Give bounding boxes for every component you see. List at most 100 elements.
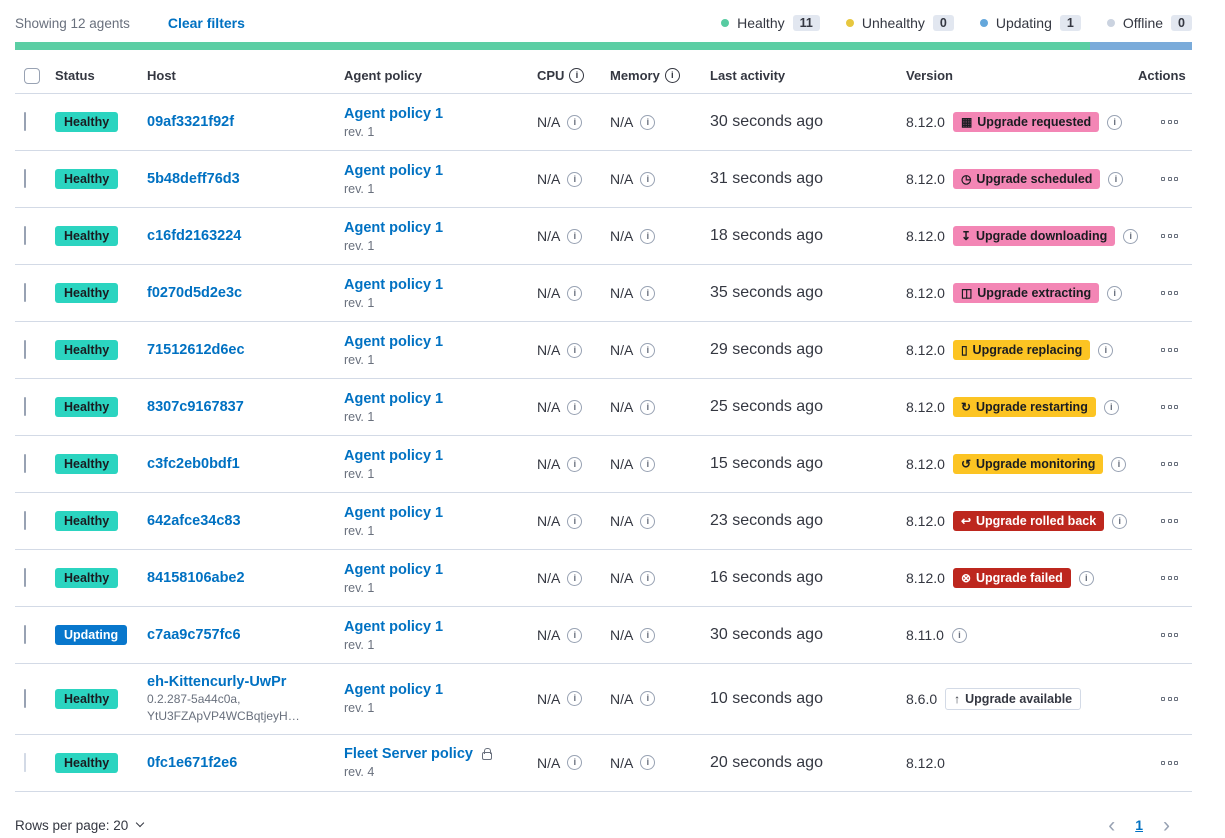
host-link[interactable]: 642afce34c83	[147, 513, 241, 529]
boxes-horizontal-icon	[1174, 696, 1178, 701]
cpu-info-icon[interactable]: i	[569, 68, 585, 83]
policy-link[interactable]: Agent policy 1	[344, 162, 444, 179]
upgrade-info-icon[interactable]: i	[1103, 399, 1119, 415]
policy-link[interactable]: Agent policy 1	[344, 219, 444, 236]
host-link[interactable]: 5b48deff76d3	[147, 171, 240, 187]
memory-value-info-icon[interactable]: i	[640, 285, 656, 301]
cpu-value-info-icon[interactable]: i	[567, 285, 583, 301]
memory-info-icon[interactable]: i	[664, 68, 680, 83]
upgrade-status-badge: ▯ Upgrade replacing	[952, 340, 1091, 360]
upgrade-info-icon[interactable]: i	[1108, 171, 1124, 187]
host-link[interactable]: 84158106abe2	[147, 570, 245, 586]
actions-cell	[1138, 757, 1192, 769]
memory-value-info-icon[interactable]: i	[640, 456, 656, 472]
row-actions-button[interactable]	[1157, 757, 1182, 769]
cpu-value-info-icon[interactable]: i	[567, 228, 583, 244]
cpu-value-info-icon[interactable]: i	[567, 114, 583, 130]
upgrade-info-icon[interactable]: i	[1112, 513, 1128, 529]
memory-value-info-icon[interactable]: i	[640, 570, 656, 586]
row-checkbox[interactable]	[24, 511, 26, 530]
policy-link[interactable]: Agent policy 1	[344, 447, 444, 464]
row-actions-button[interactable]	[1157, 401, 1182, 413]
policy-link[interactable]: Agent policy 1	[344, 682, 444, 699]
policy-link[interactable]: Agent policy 1	[344, 561, 444, 578]
row-checkbox[interactable]	[24, 169, 26, 188]
cpu-value-info-icon[interactable]: i	[567, 627, 583, 643]
next-page-button[interactable]: ›	[1163, 813, 1170, 837]
version-cell: 8.11.0 i	[906, 627, 1138, 643]
status-cell: Healthy	[55, 454, 147, 474]
previous-page-button[interactable]: ‹	[1108, 813, 1116, 837]
row-checkbox[interactable]	[24, 340, 26, 359]
memory-value-info-icon[interactable]: i	[640, 399, 656, 415]
page-number-1[interactable]: 1	[1135, 817, 1143, 834]
host-link[interactable]: f0270d5d2e3c	[147, 285, 243, 301]
row-actions-button[interactable]	[1157, 344, 1182, 356]
cpu-value-info-icon[interactable]: i	[567, 513, 583, 529]
memory-value-info-icon[interactable]: i	[640, 513, 656, 529]
host-link[interactable]: eh-Kittencurly-UwPr	[147, 674, 287, 690]
policy-link[interactable]: Agent policy 1	[344, 504, 444, 521]
policy-link[interactable]: Agent policy 1	[344, 618, 444, 635]
row-checkbox[interactable]	[24, 454, 26, 473]
row-actions-button[interactable]	[1157, 515, 1182, 527]
cpu-value-info-icon[interactable]: i	[567, 570, 583, 586]
cpu-value-info-icon[interactable]: i	[567, 755, 583, 771]
upgrade-status-badge: ↑ Upgrade available	[945, 687, 1082, 710]
policy-link[interactable]: Agent policy 1	[344, 333, 444, 350]
memory-value: N/A	[610, 228, 634, 244]
policy-link[interactable]: Agent policy 1	[344, 390, 444, 407]
upgrade-info-icon[interactable]: i	[951, 627, 967, 643]
host-link[interactable]: c16fd2163224	[147, 228, 242, 244]
policy-cell: Agent policy 1 rev. 1	[344, 505, 537, 538]
host-link[interactable]: 71512612d6ec	[147, 342, 245, 358]
upgrade-info-icon[interactable]: i	[1107, 285, 1123, 301]
row-checkbox[interactable]	[24, 625, 26, 644]
host-link[interactable]: c7aa9c757fc6	[147, 627, 241, 643]
memory-value-info-icon[interactable]: i	[640, 691, 656, 707]
clear-filters-link[interactable]: Clear filters	[167, 15, 245, 31]
upgrade-info-icon[interactable]: i	[1078, 570, 1094, 586]
select-all-checkbox[interactable]	[24, 67, 40, 84]
policy-link[interactable]: Agent policy 1	[344, 276, 444, 293]
cpu-value-info-icon[interactable]: i	[567, 342, 583, 358]
policy-link[interactable]: Fleet Server policy	[344, 746, 473, 763]
last-activity-value: 25 seconds ago	[710, 398, 823, 415]
memory-value-info-icon[interactable]: i	[640, 114, 656, 130]
cpu-value-info-icon[interactable]: i	[567, 171, 583, 187]
memory-value-info-icon[interactable]: i	[640, 171, 656, 187]
row-actions-button[interactable]	[1157, 287, 1182, 299]
memory-value-info-icon[interactable]: i	[640, 755, 656, 771]
rows-per-page-button[interactable]: Rows per page: 20	[15, 818, 145, 833]
row-checkbox[interactable]	[24, 568, 26, 587]
row-checkbox[interactable]	[24, 688, 26, 708]
memory-value-info-icon[interactable]: i	[640, 342, 656, 358]
policy-link[interactable]: Agent policy 1	[344, 105, 444, 122]
row-actions-button[interactable]	[1157, 572, 1182, 584]
cpu-cell: N/A i	[537, 114, 610, 130]
host-link[interactable]: 09af3321f92f	[147, 114, 235, 130]
row-actions-button[interactable]	[1157, 116, 1182, 128]
row-checkbox[interactable]	[24, 397, 26, 416]
row-actions-button[interactable]	[1157, 173, 1182, 185]
row-checkbox[interactable]	[24, 112, 26, 131]
upgrade-info-icon[interactable]: i	[1123, 228, 1139, 244]
cpu-value-info-icon[interactable]: i	[567, 456, 583, 472]
upgrade-info-icon[interactable]: i	[1107, 114, 1123, 130]
host-link[interactable]: 0fc1e671f2e6	[147, 754, 238, 771]
host-link[interactable]: c3fc2eb0bdf1	[147, 456, 240, 472]
row-actions-button[interactable]	[1157, 693, 1182, 705]
cpu-value-info-icon[interactable]: i	[567, 691, 583, 707]
row-checkbox[interactable]	[24, 226, 26, 245]
row-actions-button[interactable]	[1157, 230, 1182, 242]
row-actions-button[interactable]	[1157, 629, 1182, 641]
host-link[interactable]: 8307c9167837	[147, 399, 244, 415]
cpu-value-info-icon[interactable]: i	[567, 399, 583, 415]
upgrade-info-icon[interactable]: i	[1098, 342, 1114, 358]
row-actions-button[interactable]	[1157, 458, 1182, 470]
table-row: Healthy 0fc1e671f2e6 Fleet Server policy re…	[15, 735, 1192, 792]
row-checkbox[interactable]	[24, 283, 26, 302]
upgrade-info-icon[interactable]: i	[1111, 456, 1127, 472]
memory-value-info-icon[interactable]: i	[640, 228, 656, 244]
memory-value-info-icon[interactable]: i	[640, 627, 656, 643]
